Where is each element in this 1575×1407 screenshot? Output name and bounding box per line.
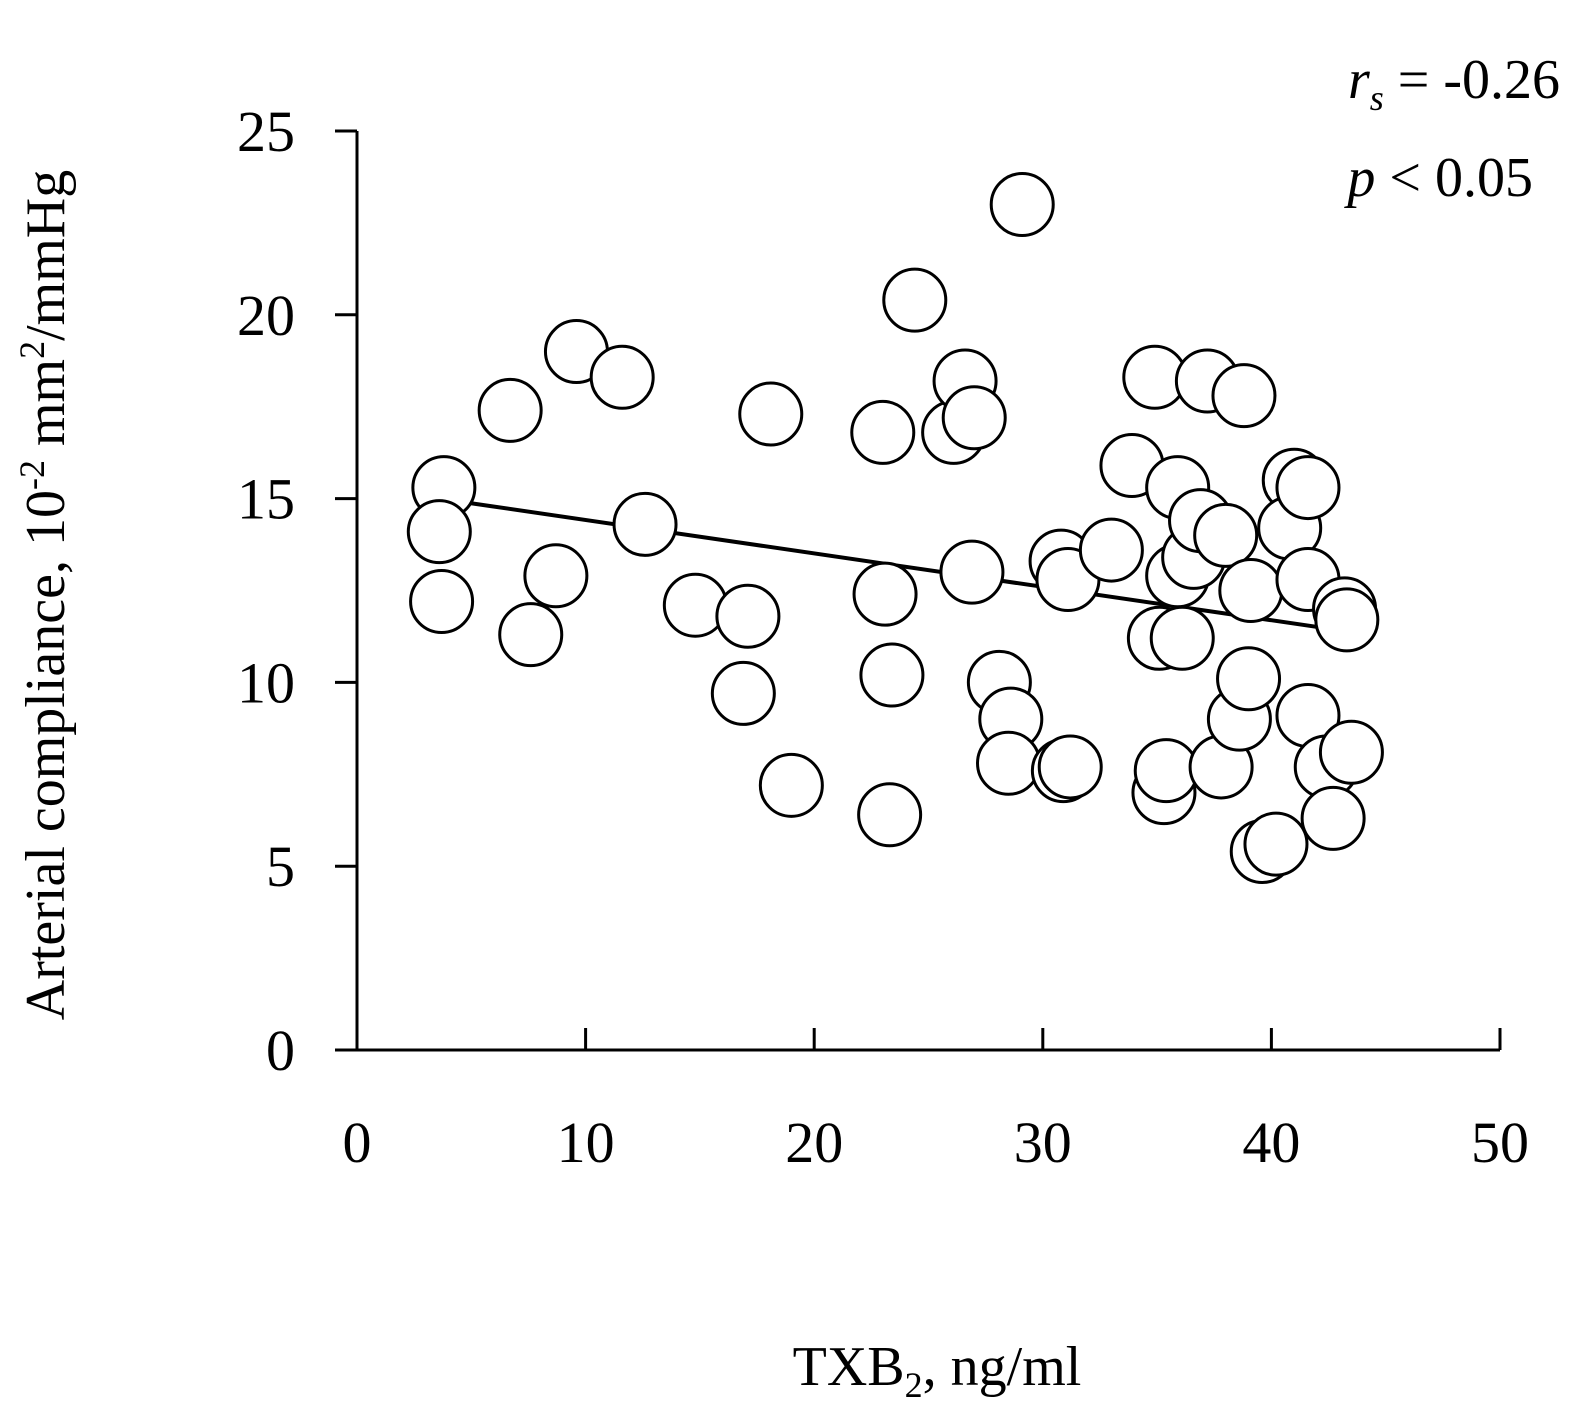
x-tick-label: 0 xyxy=(343,1110,372,1175)
x-tick-label: 50 xyxy=(1471,1110,1529,1175)
axes: 0 5 10 15 20 25 0 10 20 30 40 50 xyxy=(237,99,1529,1175)
y-axis-ticks: 0 5 10 15 20 25 xyxy=(237,99,357,1083)
x-tick-label: 20 xyxy=(785,1110,843,1175)
x-tick-label: 10 xyxy=(557,1110,615,1175)
data-point xyxy=(758,752,824,818)
data-point xyxy=(1314,587,1380,653)
y-tick-label: 20 xyxy=(237,283,295,348)
data-point xyxy=(477,377,543,443)
p-value-annotation: p < 0.05 xyxy=(1343,147,1533,209)
data-point xyxy=(1133,738,1199,804)
x-tick-label: 40 xyxy=(1242,1110,1300,1175)
data-points xyxy=(406,172,1384,884)
y-tick-label: 5 xyxy=(266,834,295,899)
data-point xyxy=(406,499,472,565)
x-axis-ticks: 0 10 20 30 40 50 xyxy=(343,1028,1529,1175)
data-point xyxy=(857,782,923,848)
data-point xyxy=(1275,455,1341,521)
data-point xyxy=(1218,558,1284,623)
data-point xyxy=(738,381,804,447)
correlation-annotation: rs = -0.26 xyxy=(1348,49,1560,118)
x-tick-label: 30 xyxy=(1014,1110,1072,1175)
y-tick-label: 10 xyxy=(237,650,295,715)
data-point xyxy=(989,172,1055,238)
data-point xyxy=(498,602,564,668)
data-point xyxy=(589,344,655,410)
data-point xyxy=(882,267,948,333)
data-point xyxy=(1243,811,1309,877)
data-point xyxy=(1318,719,1384,785)
data-point xyxy=(1037,734,1103,800)
y-tick-label: 0 xyxy=(266,1018,295,1083)
data-point xyxy=(850,399,916,465)
data-point xyxy=(1078,517,1144,583)
data-point xyxy=(523,543,589,609)
data-point xyxy=(409,569,475,635)
data-point xyxy=(612,491,678,557)
data-point xyxy=(1300,785,1366,851)
data-point xyxy=(1149,605,1215,671)
data-point xyxy=(859,642,925,708)
data-point xyxy=(939,539,1005,605)
y-tick-label: 25 xyxy=(237,99,295,164)
data-point xyxy=(1193,502,1259,568)
y-axis-label: Arterial compliance, 10-2 mm2/mmHg xyxy=(12,170,77,1020)
y-tick-label: 15 xyxy=(237,467,295,532)
data-point xyxy=(852,561,918,627)
data-point xyxy=(976,730,1042,796)
data-point xyxy=(715,583,781,649)
x-axis-label: TXB2, ng/ml xyxy=(793,1336,1082,1405)
data-point xyxy=(1211,363,1277,429)
data-point xyxy=(941,385,1007,451)
data-point xyxy=(710,660,776,726)
data-point xyxy=(662,572,728,638)
data-point xyxy=(1216,646,1282,712)
